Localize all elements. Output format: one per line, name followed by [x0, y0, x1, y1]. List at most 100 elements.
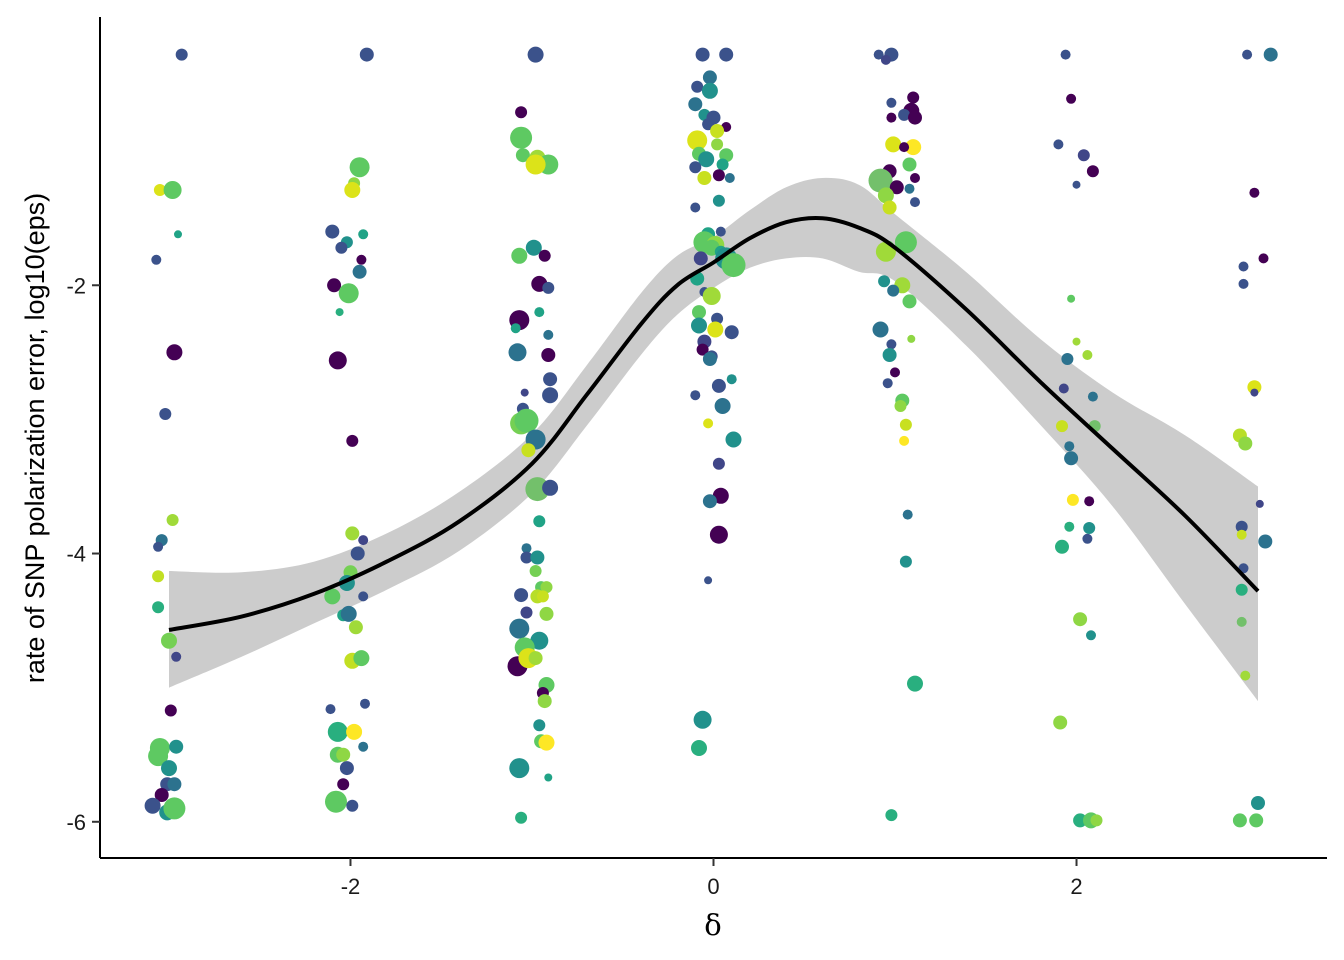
data-point	[907, 91, 920, 104]
data-point	[325, 704, 336, 715]
data-point	[167, 777, 182, 792]
y-tick-label: -2	[66, 273, 86, 298]
data-point	[877, 187, 894, 204]
data-points	[144, 46, 1278, 829]
data-point	[725, 431, 742, 448]
data-point	[358, 741, 369, 752]
data-point	[716, 158, 729, 171]
data-point	[882, 378, 893, 389]
data-point	[520, 606, 533, 619]
x-axis-title: δ	[704, 908, 721, 942]
data-point	[885, 809, 898, 822]
data-point	[527, 46, 544, 63]
data-point	[336, 747, 351, 762]
data-point	[1064, 521, 1075, 532]
y-axis-title: rate of SNP polarization error, log10(ep…	[20, 193, 50, 683]
data-point	[164, 704, 177, 717]
data-point	[533, 515, 546, 528]
data-point	[509, 758, 530, 779]
data-point	[543, 372, 558, 387]
data-point	[543, 329, 554, 340]
data-point	[1238, 278, 1249, 289]
data-point	[904, 183, 915, 194]
data-point	[163, 797, 186, 820]
data-point	[530, 550, 545, 565]
data-point	[536, 590, 549, 603]
data-point	[1060, 49, 1071, 60]
data-point	[712, 487, 729, 504]
data-point	[691, 317, 707, 334]
data-point	[1087, 391, 1098, 402]
data-point	[525, 239, 542, 256]
data-point	[514, 408, 539, 433]
data-point	[1236, 616, 1247, 627]
data-point	[902, 294, 917, 309]
data-point	[534, 307, 545, 318]
data-point	[707, 321, 724, 338]
data-point	[712, 194, 725, 207]
data-point	[692, 305, 706, 320]
data-point	[337, 778, 350, 791]
data-point	[882, 200, 897, 215]
data-point	[1084, 496, 1095, 507]
data-point	[1235, 520, 1248, 533]
data-point	[688, 97, 703, 112]
data-point	[540, 581, 553, 594]
data-point	[697, 171, 712, 185]
data-point	[327, 278, 342, 293]
data-point	[509, 618, 530, 639]
data-point	[166, 344, 183, 361]
data-point	[542, 281, 555, 294]
data-point	[702, 118, 715, 131]
data-point	[1073, 813, 1088, 828]
data-point	[1056, 420, 1068, 433]
data-point	[899, 418, 912, 431]
data-point	[885, 136, 902, 153]
data-point	[689, 161, 702, 174]
data-point	[1082, 350, 1093, 360]
data-point	[1073, 612, 1088, 627]
data-point	[525, 154, 546, 175]
x-axis-ticks: -2 0 2	[341, 858, 1083, 899]
data-point	[1251, 796, 1265, 810]
data-point	[360, 698, 370, 709]
data-point	[521, 543, 532, 554]
data-point	[907, 675, 923, 692]
data-point	[1249, 813, 1264, 828]
x-tick-label: -2	[341, 874, 361, 899]
data-point	[528, 651, 543, 666]
data-point	[510, 323, 521, 334]
data-point	[1053, 715, 1068, 730]
data-point	[1240, 670, 1251, 681]
y-tick-label: -4	[66, 542, 86, 567]
data-point	[325, 790, 347, 813]
data-point	[1066, 93, 1077, 104]
data-point	[712, 169, 725, 182]
data-point	[515, 148, 530, 163]
data-point	[910, 173, 920, 183]
data-point	[175, 48, 188, 61]
y-axis-ticks: -6 -4 -2	[66, 273, 100, 835]
data-point	[520, 551, 533, 564]
data-point	[542, 479, 559, 496]
x-tick-label: 2	[1070, 874, 1082, 899]
data-point	[710, 124, 725, 138]
data-point	[886, 339, 897, 350]
data-point	[346, 434, 359, 447]
data-point	[714, 398, 731, 414]
data-point	[882, 348, 897, 362]
data-point	[873, 49, 884, 60]
data-point	[698, 151, 715, 168]
data-point	[1066, 493, 1079, 506]
data-point	[886, 112, 897, 123]
plot-area	[144, 46, 1278, 829]
data-point	[152, 601, 165, 614]
data-point	[1250, 388, 1259, 397]
data-point	[687, 130, 708, 151]
data-point	[691, 80, 704, 93]
data-point	[905, 139, 922, 156]
data-point	[340, 605, 357, 622]
data-point	[887, 284, 900, 297]
data-point	[702, 494, 717, 509]
